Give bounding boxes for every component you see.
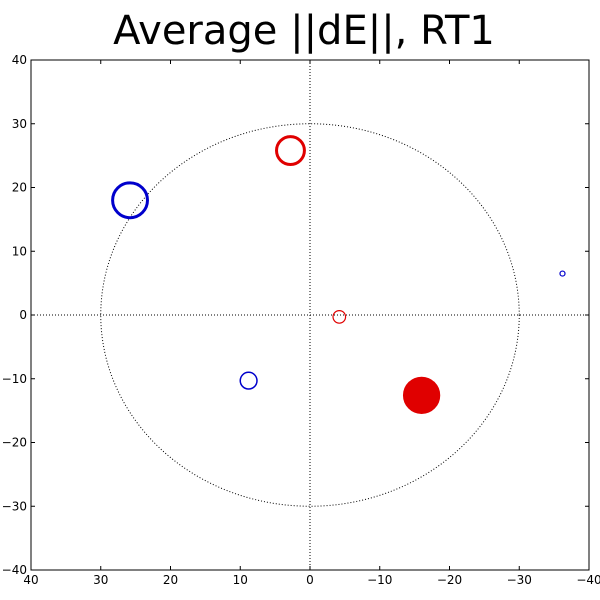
- data-point-3: [332, 310, 347, 324]
- x-tick-label: −30: [507, 573, 532, 587]
- chart-title: Average ||dE||, RT1: [113, 8, 495, 54]
- data-point-1: [275, 135, 306, 166]
- x-tick-label: −10: [367, 573, 392, 587]
- y-tick-label: −30: [2, 499, 27, 513]
- y-tick-label: 40: [12, 53, 27, 67]
- x-tick-label: 30: [93, 573, 108, 587]
- x-tick-label: 0: [306, 573, 314, 587]
- reference-circle: [100, 123, 520, 507]
- y-tick-label: 30: [12, 117, 27, 131]
- y-tick-label: −40: [2, 563, 27, 577]
- data-point-5: [402, 376, 441, 414]
- data-point-4: [239, 371, 258, 390]
- y-tick-label: 0: [19, 308, 27, 322]
- y-tick-label: −20: [2, 436, 27, 450]
- plot-area: 40 30 20 10 0 −10 −20 −30 −40403020100−10−20−30−…: [2, 53, 600, 587]
- x-tick-label: −20: [437, 573, 462, 587]
- y-tick-label: 10: [12, 244, 27, 258]
- x-tick-label: 40: [23, 573, 38, 587]
- y-tick-label: 20: [12, 181, 27, 195]
- x-tick-label: 20: [163, 573, 178, 587]
- data-point-2: [111, 181, 149, 220]
- x-tick-label: −40: [576, 573, 600, 587]
- x-tick-label: 10: [233, 573, 248, 587]
- data-point-6: [559, 270, 566, 277]
- y-tick-label: −10: [2, 372, 27, 386]
